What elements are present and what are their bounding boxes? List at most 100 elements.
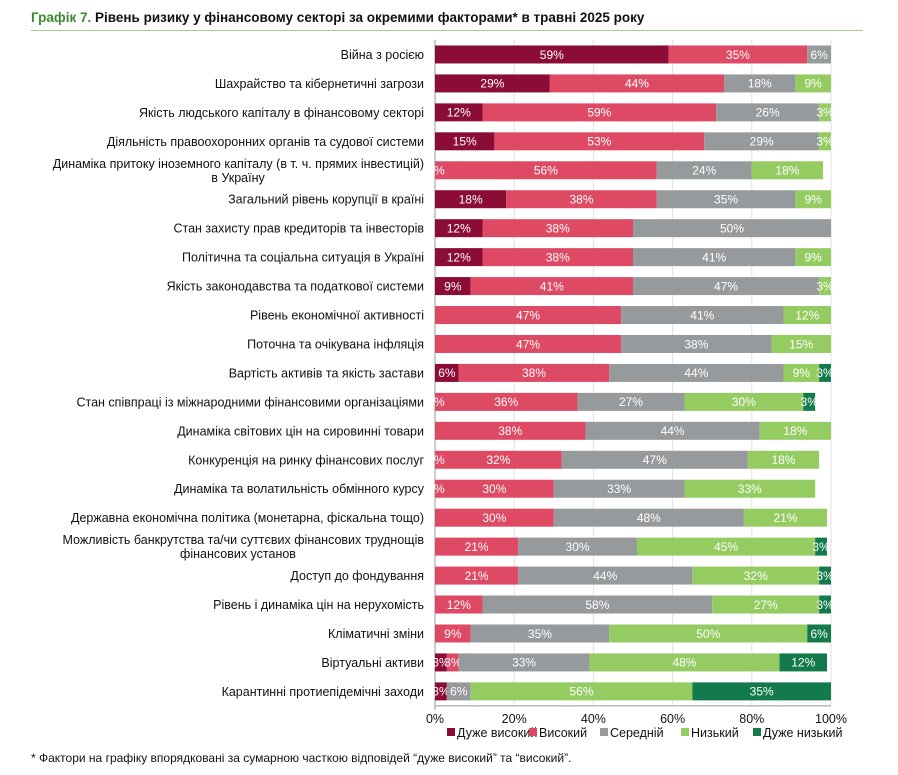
category-label: Державна економічна політика (монетарна,… <box>71 511 424 525</box>
category-label: Вартість активів та якість застави <box>229 366 424 380</box>
x-tick-label: 0% <box>426 712 444 726</box>
bar-segment-medium <box>633 248 796 267</box>
bar-segment-high <box>435 595 483 614</box>
category-label: Динаміка притоку іноземного капіталу (в … <box>53 157 424 171</box>
bar-segment-medium <box>621 334 772 353</box>
bar-segment-very-high <box>435 132 495 151</box>
bar-data-label: 44% <box>625 77 649 91</box>
bar-segment-low <box>819 103 831 122</box>
category-label: Рівень економічної активності <box>250 309 424 323</box>
bar-segment-low <box>636 537 816 556</box>
bar-data-label: 15% <box>789 337 813 351</box>
category-label: Динаміка та волатильність обмінного курс… <box>174 482 425 496</box>
category-label: Динаміка світових цін на сировинні товар… <box>177 424 424 438</box>
bar-data-label: 35% <box>528 627 552 641</box>
bar-data-label: 47% <box>516 308 540 322</box>
bar-data-label: 3% <box>816 279 834 293</box>
bar-segment-very-high <box>435 653 447 672</box>
bar-segment-medium <box>633 219 831 238</box>
bar-segment-medium <box>633 277 820 296</box>
bar-segment-very-high <box>435 190 507 209</box>
bar-data-label: 30% <box>732 395 756 409</box>
footnote: * Фактори на графіку впорядковані за сум… <box>31 751 572 765</box>
bar-data-label: 15% <box>453 135 477 149</box>
bar-data-label: 18% <box>775 164 799 178</box>
bar-data-label: 30% <box>482 511 506 525</box>
bar-data-label: 38% <box>684 337 708 351</box>
bar-data-label: 18% <box>748 77 772 91</box>
category-label: Кліматичні зміни <box>328 627 424 641</box>
category-label: Якість людського капіталу в фінансовому … <box>139 106 424 120</box>
bar-segment-medium <box>656 190 796 209</box>
category-label: Стан захисту прав кредиторів та інвестор… <box>173 222 424 236</box>
legend-label-low: Низький <box>691 726 739 740</box>
bar-segment-medium <box>724 74 796 93</box>
category-label: Конкуренція на ринку фінансових послуг <box>188 453 424 467</box>
bar-data-label: 3% <box>816 106 834 120</box>
bar-segment-medium <box>621 306 784 325</box>
bar-segment-low <box>747 450 820 469</box>
bar-segment-high <box>435 306 622 325</box>
bar-data-label: 30% <box>482 482 506 496</box>
category-label: Доступ до фондування <box>290 569 424 583</box>
legend-swatch-low <box>681 728 689 736</box>
bar-data-label: 6% <box>450 685 468 699</box>
bar-data-label: 9% <box>805 250 823 264</box>
bar-segment-very-low <box>779 653 828 672</box>
bar-segment-medium <box>704 132 820 151</box>
bar-data-label: 12% <box>447 106 471 120</box>
bar-data-label: 3% <box>432 685 450 699</box>
category-label: Загальний рівень корупції в країні <box>228 193 424 207</box>
bar-data-label: 44% <box>684 366 708 380</box>
bar-data-label: 21% <box>465 540 489 554</box>
bar-segment-very-low <box>803 392 816 411</box>
bar-segment-low <box>783 306 831 325</box>
bar-segment-high <box>435 161 657 180</box>
bar-segment-medium <box>656 161 752 180</box>
bar-segment-very-low <box>807 624 831 643</box>
bar-data-label: 9% <box>805 77 823 91</box>
bar-data-label: 3% <box>427 395 445 409</box>
bar-segment-high <box>494 132 705 151</box>
bar-segment-low <box>692 566 820 585</box>
legend-label-high: Високий <box>539 726 587 740</box>
bar-segment-low <box>684 479 816 498</box>
bar-segment-high <box>435 624 471 643</box>
bar-segment-medium <box>470 624 610 643</box>
bar-data-label: 47% <box>516 337 540 351</box>
bar-data-label: 38% <box>522 366 546 380</box>
bar-data-label: 18% <box>459 193 483 207</box>
bar-segment-high <box>482 219 633 238</box>
bar-segment-medium <box>716 103 820 122</box>
legend-swatch-very-high <box>447 728 455 736</box>
bar-data-label: 9% <box>793 366 811 380</box>
stacked-bar-chart: 0% 20% 40% 60% 80% 100% Війна з росією 59% 35% 6%… <box>53 40 847 740</box>
bar-segment-high <box>482 103 717 122</box>
bar-data-label: 3% <box>816 598 834 612</box>
bar-data-label: 44% <box>593 569 617 583</box>
bar-segment-high <box>435 508 554 527</box>
bar-segment-medium <box>585 421 760 440</box>
bar-segment-medium <box>518 566 693 585</box>
bar-data-label: 12% <box>795 308 819 322</box>
bar-segment-very-high <box>435 248 483 267</box>
title-divider <box>31 30 863 31</box>
bar-data-label: 56% <box>570 685 594 699</box>
bar-segment-low <box>470 682 693 701</box>
bar-segment-high <box>435 479 554 498</box>
bar-segment-very-high <box>435 103 483 122</box>
bar-data-label: 12% <box>447 598 471 612</box>
category-label: Рівень і динаміка цін на нерухомість <box>213 598 424 612</box>
bar-data-label: 50% <box>696 627 720 641</box>
legend-swatch-very-low <box>753 728 761 736</box>
bar-data-label: 59% <box>587 106 611 120</box>
bar-data-label: 26% <box>756 106 780 120</box>
bar-data-label: 58% <box>585 598 609 612</box>
bar-data-label: 33% <box>607 482 631 496</box>
bar-data-label: 47% <box>714 279 738 293</box>
bar-data-label: 24% <box>692 164 716 178</box>
bar-data-label: 12% <box>791 656 815 670</box>
bar-segment-high <box>668 45 808 64</box>
chart-title: Графік 7. Рівень ризику у фінансовому се… <box>31 10 644 25</box>
bar-segment-high <box>435 334 622 353</box>
